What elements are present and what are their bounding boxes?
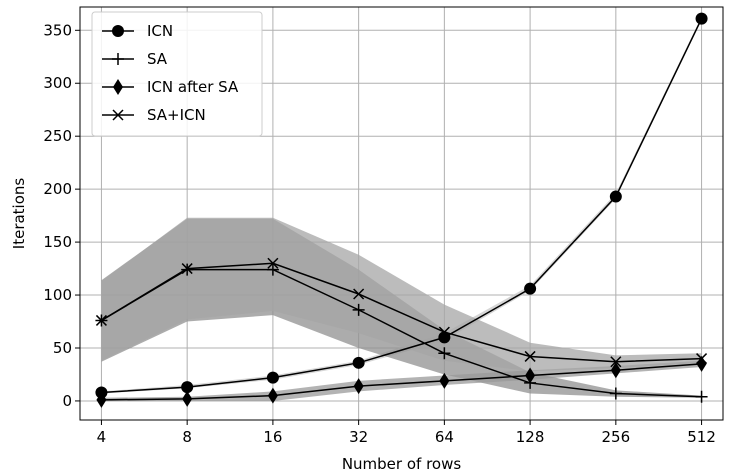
legend-marker-sa-icn (112, 109, 124, 121)
sa-icn-line (101, 262, 702, 363)
y-tick-label: 150 (43, 233, 72, 251)
sa-icn-point (181, 263, 193, 275)
sa-point (438, 347, 451, 360)
icn-point (524, 282, 537, 295)
x-tick-label: 128 (516, 428, 545, 446)
icn-after-sa-point (610, 362, 621, 379)
series-lines (101, 18, 703, 401)
icn-line (101, 18, 703, 394)
y-tick-label: 50 (53, 339, 72, 357)
y-axis-ticks: 0 50 100 150 200 250 300 350 (43, 21, 80, 410)
sa-icn-point (353, 288, 365, 300)
y-tick-label: 350 (43, 21, 72, 39)
legend-label: SA (147, 50, 168, 68)
legend: ICN SA ICN after SA SA+ICN (91, 11, 263, 137)
icn-after-sa-line (101, 363, 702, 401)
sa-icn-point (524, 350, 536, 362)
y-tick-label: 200 (43, 180, 72, 198)
sa-icn-point (267, 257, 279, 269)
legend-marker-icn-after-sa (113, 79, 123, 95)
icn-after-sa-band (101, 360, 702, 401)
legend-marker-icn (112, 25, 124, 37)
icn-point (438, 331, 451, 344)
x-axis-label: Number of rows (342, 455, 462, 473)
icn-point (352, 356, 365, 369)
icn-after-sa-point (353, 378, 364, 395)
legend-marker-sa (112, 53, 124, 65)
y-tick-label: 250 (43, 127, 72, 145)
icn-point (181, 381, 194, 394)
sa-line (101, 268, 702, 398)
sa-point (609, 387, 622, 400)
sa-point (352, 303, 365, 316)
icn-after-sa-point (267, 387, 278, 404)
x-tick-label: 256 (602, 428, 631, 446)
x-tick-label: 4 (97, 428, 107, 446)
legend-label: ICN (147, 22, 173, 40)
x-tick-label: 16 (263, 428, 282, 446)
icn-after-sa-point (696, 355, 707, 372)
sa-icn-point (438, 326, 450, 338)
y-axis-label: Iterations (10, 178, 28, 250)
icn-point (266, 371, 279, 384)
legend-label: SA+ICN (147, 106, 206, 124)
icn-after-sa-point (96, 391, 107, 408)
icn-after-sa-point (525, 367, 536, 384)
sa-icn-band (101, 217, 702, 372)
y-tick-label: 300 (43, 74, 72, 92)
x-tick-label: 64 (435, 428, 454, 446)
sa-icn-point (610, 356, 622, 368)
series-markers (95, 12, 708, 408)
icn-after-sa-point (182, 390, 193, 407)
x-tick-label: 8 (182, 428, 192, 446)
legend-label: ICN after SA (147, 78, 239, 96)
x-axis-ticks: 4 8 16 32 64 128 256 512 (97, 420, 716, 446)
icn-point (609, 190, 622, 203)
sa-point (695, 390, 708, 403)
sa-icn-point (696, 353, 708, 365)
icn-point (695, 12, 708, 25)
sa-icn-point (95, 314, 107, 326)
confidence-bands (101, 16, 702, 401)
sa-point (266, 263, 279, 276)
x-tick-label: 32 (349, 428, 368, 446)
x-tick-label: 512 (687, 428, 716, 446)
y-tick-label: 100 (43, 286, 72, 304)
icn-after-sa-point (439, 372, 450, 389)
plot-frame (79, 6, 724, 421)
y-tick-label: 0 (62, 392, 72, 410)
legend-box (91, 11, 263, 137)
